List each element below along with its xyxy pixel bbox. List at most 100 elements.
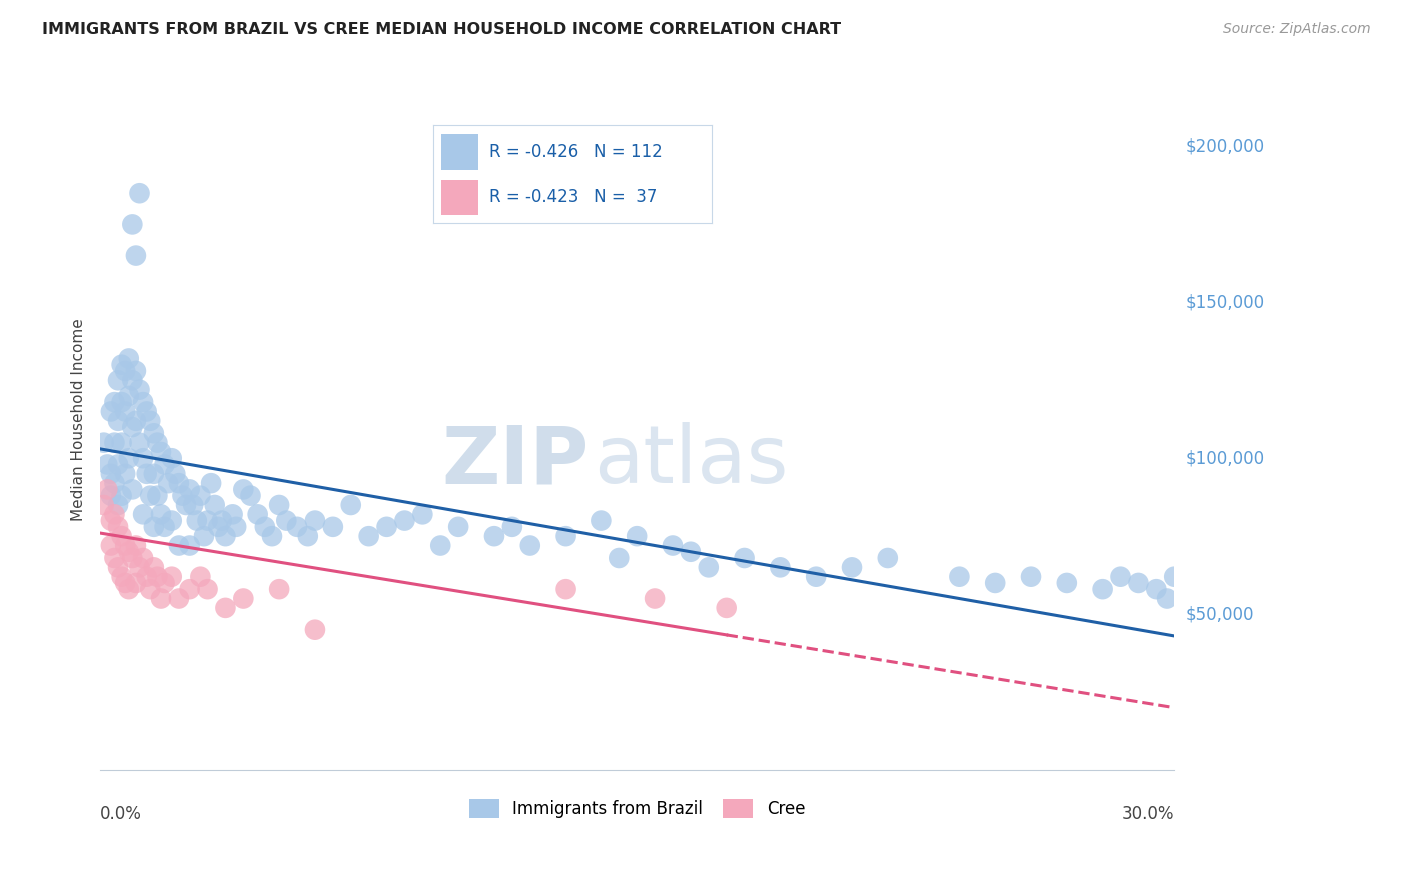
Point — [339, 498, 361, 512]
Point — [110, 435, 132, 450]
Point — [429, 539, 451, 553]
Point — [110, 570, 132, 584]
Point — [118, 389, 141, 403]
Point — [118, 545, 141, 559]
Point — [132, 508, 155, 522]
Point — [100, 489, 122, 503]
Point — [100, 467, 122, 481]
Point — [121, 420, 143, 434]
Point — [253, 520, 276, 534]
Point — [160, 514, 183, 528]
Point — [157, 476, 180, 491]
Point — [186, 514, 208, 528]
Point — [121, 373, 143, 387]
Point — [411, 508, 433, 522]
Point — [150, 591, 173, 606]
Point — [204, 498, 226, 512]
Point — [128, 435, 150, 450]
Point — [103, 476, 125, 491]
Point — [125, 576, 148, 591]
Point — [139, 582, 162, 597]
Point — [114, 539, 136, 553]
Point — [118, 582, 141, 597]
Legend: Immigrants from Brazil, Cree: Immigrants from Brazil, Cree — [463, 792, 811, 825]
Point — [100, 514, 122, 528]
Point — [1019, 570, 1042, 584]
Point — [554, 582, 576, 597]
Point — [225, 520, 247, 534]
Point — [153, 576, 176, 591]
Point — [285, 520, 308, 534]
Point — [150, 445, 173, 459]
Point — [876, 551, 898, 566]
Point — [1156, 591, 1178, 606]
Point — [1128, 576, 1150, 591]
Point — [132, 551, 155, 566]
Point — [142, 520, 165, 534]
Point — [146, 489, 169, 503]
Point — [1091, 582, 1114, 597]
Point — [214, 529, 236, 543]
Point — [103, 435, 125, 450]
Point — [135, 467, 157, 481]
Point — [107, 498, 129, 512]
Point — [239, 489, 262, 503]
Point — [128, 383, 150, 397]
Point — [110, 395, 132, 409]
Point — [246, 508, 269, 522]
Point — [1056, 576, 1078, 591]
Point — [190, 489, 212, 503]
Text: $200,000: $200,000 — [1185, 137, 1264, 155]
Point — [734, 551, 756, 566]
Point — [118, 451, 141, 466]
Point — [304, 623, 326, 637]
Point — [132, 451, 155, 466]
Text: atlas: atlas — [595, 422, 789, 500]
Point — [179, 483, 201, 497]
Text: ZIP: ZIP — [441, 422, 589, 500]
Point — [107, 560, 129, 574]
Point — [447, 520, 470, 534]
Point — [114, 576, 136, 591]
Point — [1163, 570, 1185, 584]
Point — [357, 529, 380, 543]
Text: 0.0%: 0.0% — [100, 805, 142, 823]
Point — [118, 351, 141, 366]
Point — [554, 529, 576, 543]
Point — [93, 435, 115, 450]
Point — [125, 539, 148, 553]
Point — [948, 570, 970, 584]
Point — [110, 489, 132, 503]
Point — [146, 570, 169, 584]
Text: $100,000: $100,000 — [1185, 450, 1264, 467]
Point — [197, 514, 219, 528]
Point — [142, 426, 165, 441]
Point — [165, 467, 187, 481]
Point — [179, 582, 201, 597]
Point — [139, 414, 162, 428]
Point — [322, 520, 344, 534]
Point — [96, 458, 118, 472]
Point — [1109, 570, 1132, 584]
Point — [841, 560, 863, 574]
Point — [107, 373, 129, 387]
Point — [114, 404, 136, 418]
Point — [207, 520, 229, 534]
Point — [142, 467, 165, 481]
Point — [375, 520, 398, 534]
Point — [125, 249, 148, 263]
Point — [142, 560, 165, 574]
Point — [107, 458, 129, 472]
Point — [662, 539, 685, 553]
Point — [179, 539, 201, 553]
Point — [276, 514, 298, 528]
Point — [128, 186, 150, 201]
Point — [172, 489, 194, 503]
Point — [269, 582, 291, 597]
Point — [121, 483, 143, 497]
Point — [150, 508, 173, 522]
Point — [221, 508, 243, 522]
Point — [190, 570, 212, 584]
Point — [167, 476, 190, 491]
Point — [135, 570, 157, 584]
